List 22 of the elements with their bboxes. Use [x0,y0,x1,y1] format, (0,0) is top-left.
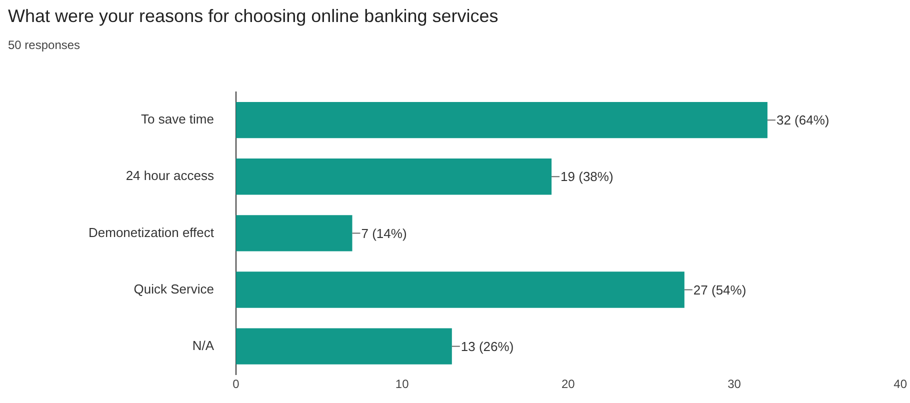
x-tick-label: 30 [728,377,742,392]
y-tick-label: To save time [141,112,214,127]
chart-title: What were your reasons for choosing online banking services [8,6,498,27]
x-tick-label: 20 [561,377,576,392]
x-tick-label: 10 [395,377,410,392]
data-label: 32 (64%) [776,112,830,128]
y-tick-label: Quick Service [134,281,214,296]
data-label: 19 (38%) [560,169,614,184]
bar [236,215,352,252]
y-tick-label: N/A [192,338,214,353]
x-tick-label: 0 [232,377,240,392]
bar [236,158,552,195]
bar [236,272,684,308]
y-tick-label: 24 hour access [126,168,214,184]
data-label: 27 (54%) [693,282,746,298]
text: 50 responses [8,38,80,52]
bar [236,328,452,364]
data-label: 7 (14%) [361,226,407,241]
y-tick-label: Demonetization effect [88,224,214,240]
data-label: 13 (26%) [460,338,514,354]
bar [236,102,768,138]
x-tick-label: 40 [894,377,908,392]
